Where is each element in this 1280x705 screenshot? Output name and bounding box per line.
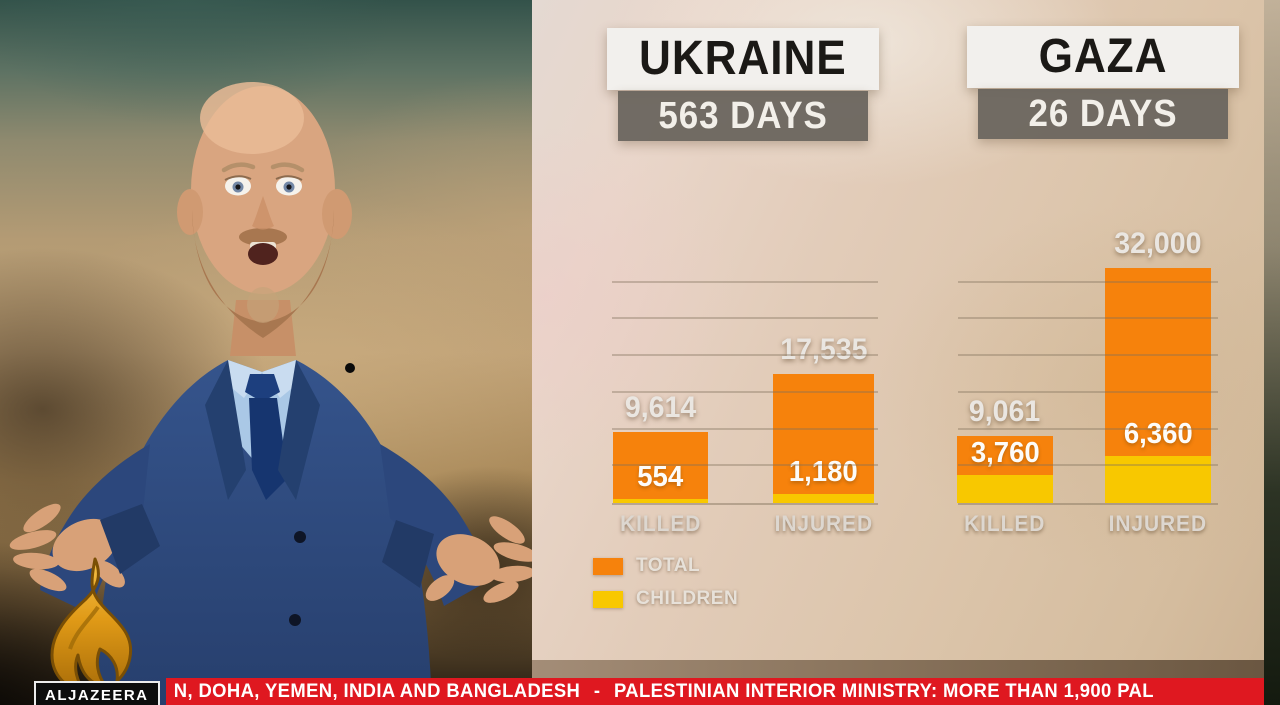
- axis-baseline: [958, 503, 1218, 505]
- value-label-children: 554: [637, 461, 684, 493]
- value-label-children: 1,180: [789, 456, 858, 488]
- gridline: [612, 281, 878, 283]
- gridline: [958, 317, 1218, 319]
- legend-item-total: TOTAL: [593, 555, 738, 577]
- gridline: [612, 391, 878, 393]
- gridline: [612, 354, 878, 356]
- panel-title-text: GAZA: [1038, 30, 1168, 83]
- category-label-injured: INJURED: [774, 511, 873, 536]
- value-label-children: 6,360: [1123, 418, 1193, 450]
- gridline: [612, 464, 878, 466]
- chart-floor-band: [532, 660, 1280, 680]
- bar-children-segment: [1105, 456, 1211, 503]
- value-label-total: 9,614: [624, 391, 697, 424]
- bar-children-segment: [957, 475, 1053, 503]
- panel-days-ukraine: 563 DAYS: [618, 91, 868, 141]
- panel-days-gaza: 26 DAYS: [978, 89, 1228, 139]
- bar-gaza-injured: 32,000 6,360: [1105, 227, 1211, 503]
- presenter-illustration: [9, 82, 532, 705]
- axis-baseline: [612, 503, 878, 505]
- bar-total-segment: [773, 374, 874, 503]
- bar-ukraine-killed: 9,614 554: [613, 391, 708, 503]
- panel-days-text: 26 DAYS: [1028, 93, 1178, 135]
- legend-swatch-children: [593, 590, 623, 608]
- plot-ukraine: 9,614 554 17,535 1,180: [578, 268, 908, 505]
- ticker-segment-1: N, DOHA, YEMEN, INDIA AND BANGLADESH: [173, 681, 581, 702]
- value-label-total: 32,000: [1114, 227, 1202, 260]
- gridline: [958, 464, 1218, 466]
- legend-label-total: TOTAL: [636, 555, 701, 576]
- bar-gaza-killed: 9,061 3,760: [957, 395, 1053, 503]
- bar-ukraine-injured: 17,535 1,180: [773, 333, 874, 503]
- bar-total-segment: [613, 432, 708, 503]
- lapel-mic: [345, 363, 355, 373]
- value-label-children: 3,760: [970, 437, 1040, 469]
- gridline: [612, 428, 878, 430]
- aljazeera-badge: ALJAZEERA: [34, 681, 160, 705]
- panel-title-text: UKRAINE: [639, 32, 847, 85]
- legend-swatch-total: [593, 557, 623, 575]
- panel-gaza: GAZA 26 DAYS 9,061 3,760 32,000 6,360 KI…: [938, 0, 1268, 705]
- bar-children-segment: [773, 494, 874, 503]
- gridline: [958, 428, 1218, 430]
- ticker-segment-2: PALESTINIAN INTERIOR MINISTRY: MORE THAN…: [613, 681, 1154, 702]
- ticker-separator: -: [593, 681, 601, 702]
- studio-stage: [0, 0, 532, 705]
- gridline: [958, 391, 1218, 393]
- category-label-killed: KILLED: [964, 511, 1046, 536]
- plot-gaza: 9,061 3,760 32,000 6,360: [938, 227, 1268, 505]
- legend-label-children: CHILDREN: [636, 588, 739, 609]
- value-label-total: 17,535: [779, 333, 868, 366]
- gridline: [958, 354, 1218, 356]
- legend: TOTAL CHILDREN: [593, 555, 738, 621]
- panel-days-text: 563 DAYS: [658, 95, 828, 137]
- gridline: [612, 317, 878, 319]
- gridline: [958, 281, 1218, 283]
- ticker-text: N, DOHA, YEMEN, INDIA AND BANGLADESH - PAL…: [166, 678, 1154, 705]
- value-label-total: 9,061: [969, 395, 1041, 428]
- panel-ukraine: UKRAINE 563 DAYS 9,614 554 17,535 1,180 …: [578, 0, 908, 705]
- panel-title-ukraine: UKRAINE: [607, 28, 879, 90]
- screen-edge-strip: [1264, 0, 1280, 705]
- legend-item-children: CHILDREN: [593, 588, 738, 610]
- category-label-injured: INJURED: [1108, 511, 1208, 536]
- panel-title-gaza: GAZA: [967, 26, 1239, 88]
- ticker: N, DOHA, YEMEN, INDIA AND BANGLADESH - PAL…: [166, 678, 1280, 705]
- category-label-killed: KILLED: [619, 511, 702, 536]
- bar-children-segment: [613, 499, 708, 503]
